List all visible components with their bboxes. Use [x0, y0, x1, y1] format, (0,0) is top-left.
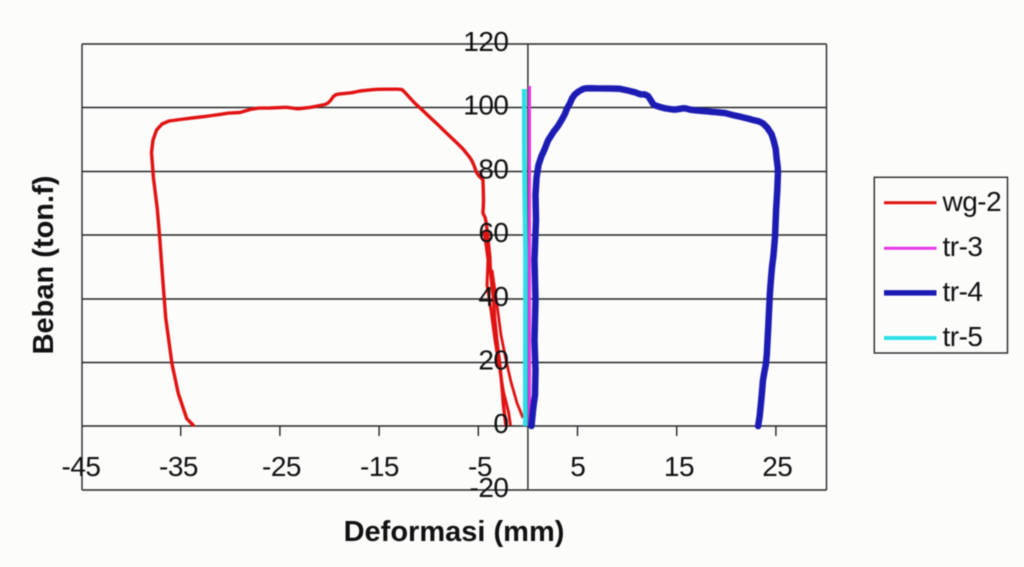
svg-text:5: 5 — [570, 451, 585, 482]
svg-text:15: 15 — [664, 451, 694, 482]
svg-text:80: 80 — [478, 154, 508, 185]
svg-text:120: 120 — [463, 26, 508, 57]
svg-text:tr-5: tr-5 — [943, 321, 983, 352]
svg-text:100: 100 — [463, 90, 508, 121]
svg-text:25: 25 — [762, 451, 792, 482]
svg-text:tr-4: tr-4 — [943, 276, 983, 307]
svg-text:-45: -45 — [62, 451, 101, 482]
svg-text:0: 0 — [493, 408, 508, 439]
svg-text:tr-3: tr-3 — [943, 231, 983, 262]
svg-text:wg-2: wg-2 — [942, 186, 1002, 217]
svg-text:Deformasi (mm): Deformasi (mm) — [344, 516, 565, 548]
svg-text:Beban (ton.f): Beban (ton.f) — [28, 176, 60, 355]
svg-text:60: 60 — [478, 217, 508, 248]
svg-text:-35: -35 — [159, 451, 198, 482]
svg-text:-20: -20 — [470, 472, 509, 503]
svg-text:-25: -25 — [262, 451, 301, 482]
svg-text:20: 20 — [478, 345, 508, 376]
svg-text:-15: -15 — [360, 451, 399, 482]
svg-text:-5: -5 — [468, 451, 492, 482]
svg-text:40: 40 — [478, 281, 508, 312]
